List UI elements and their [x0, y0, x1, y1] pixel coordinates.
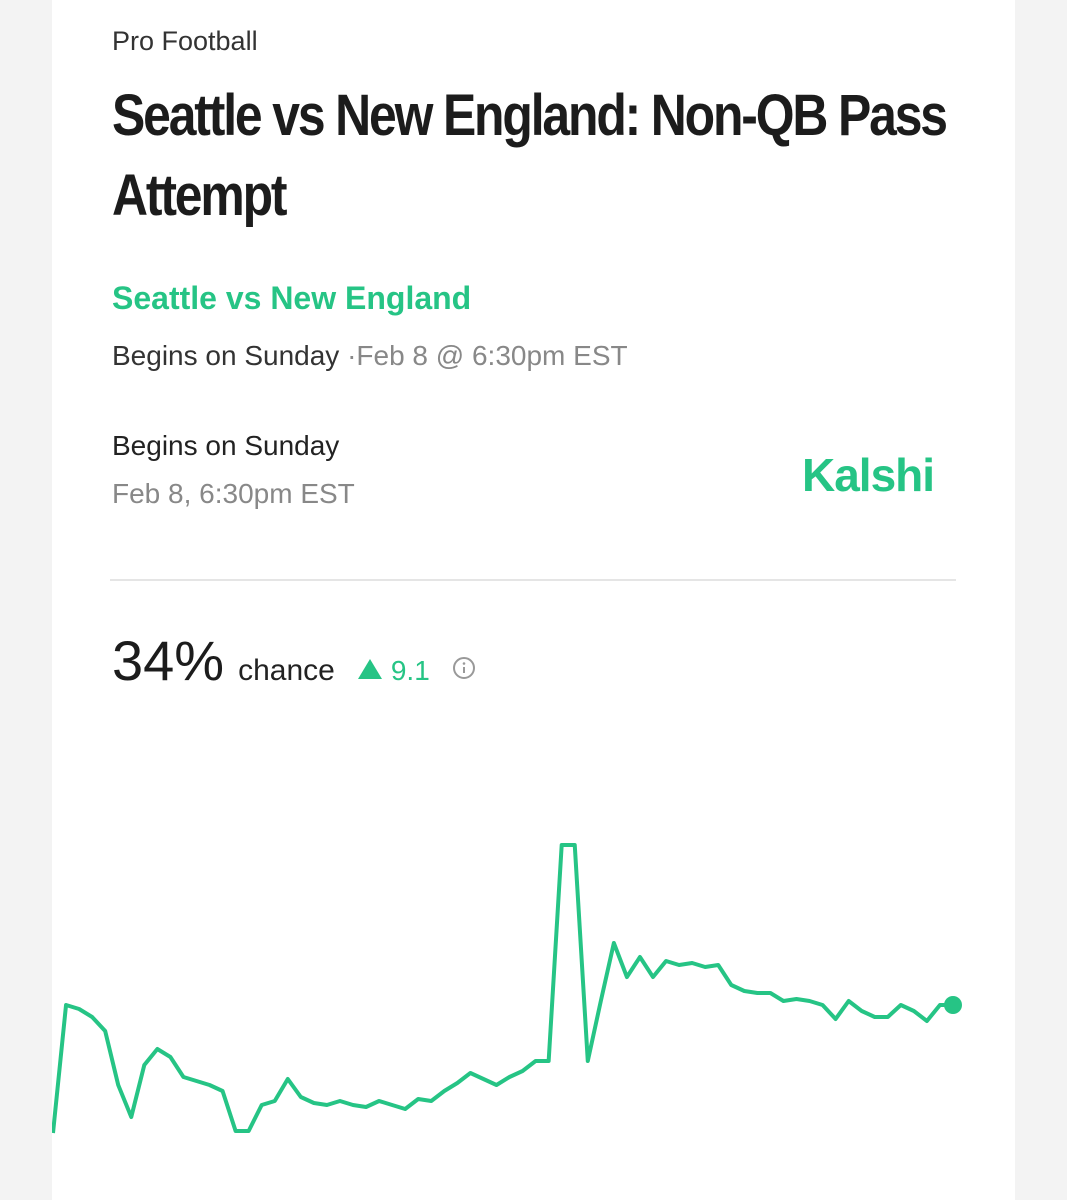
- price-line: [52, 843, 953, 1134]
- odds: 34% chance 9.1: [112, 628, 476, 693]
- event-link[interactable]: Seattle vs New England: [112, 280, 472, 316]
- market-card: Pro Football Seattle vs New England: Non…: [52, 0, 1015, 1200]
- change-value: 9.1: [390, 655, 430, 686]
- event-time: Begins on Sunday ·Feb 8 @ 6:30pm EST: [112, 340, 628, 372]
- info-icon[interactable]: [452, 656, 476, 680]
- brand-logo: Kalshi: [802, 449, 935, 501]
- title: Seattle vs New England: Non-QB Pass Atte…: [112, 83, 948, 228]
- divider: [110, 579, 956, 581]
- schedule-date: Feb 8, 6:30pm EST: [112, 478, 355, 509]
- chance-label: chance: [238, 654, 335, 687]
- schedule-begins: Begins on Sunday: [112, 430, 340, 461]
- category: Pro Football: [112, 26, 258, 56]
- up-arrow: [357, 659, 382, 679]
- date: ·Feb 8 @ 6:30pm EST: [347, 340, 628, 371]
- change: 9.1: [357, 655, 430, 687]
- current-point: [944, 996, 962, 1014]
- price-chart: [52, 843, 962, 1134]
- begins: Begins on Sunday: [112, 340, 340, 371]
- probability: 34%: [112, 629, 225, 692]
